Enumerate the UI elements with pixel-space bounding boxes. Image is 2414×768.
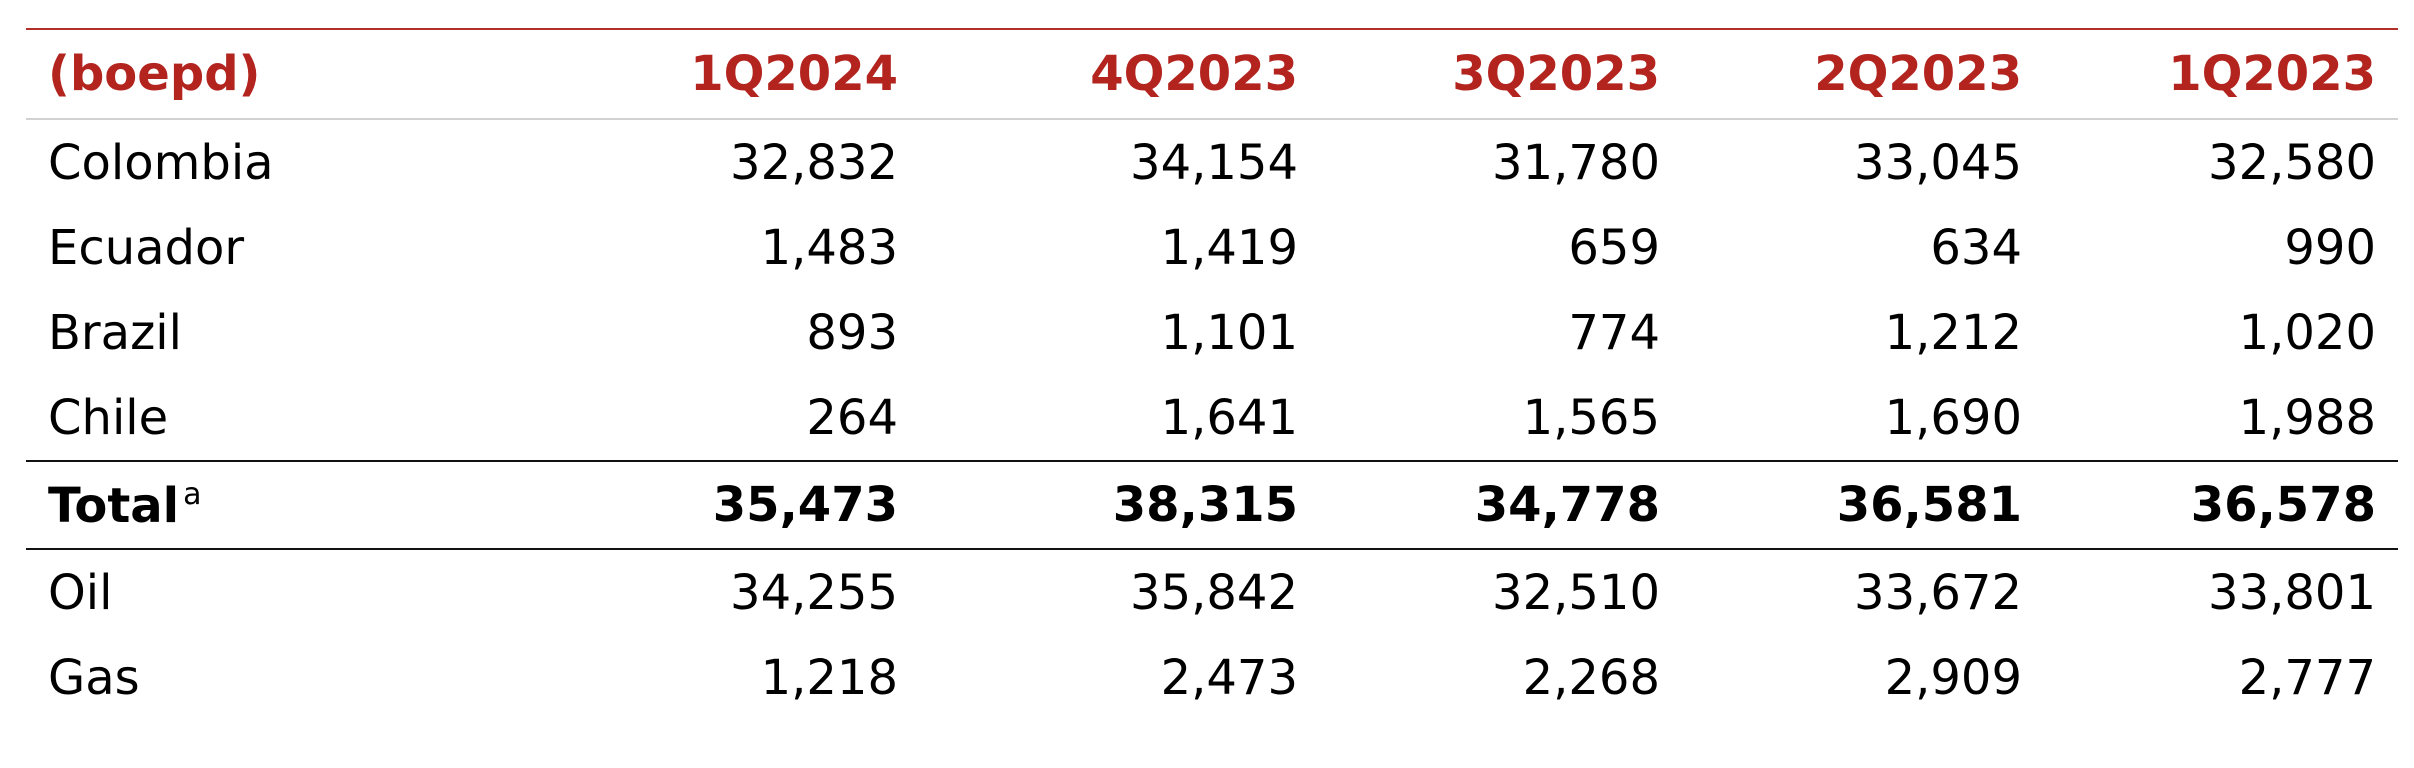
cell-value: 35,842: [1130, 564, 1298, 621]
cell-value: 1,565: [1522, 389, 1660, 446]
cell-value: 990: [2284, 219, 2376, 276]
table-row-chile: Chile 264 1,641 1,565 1,690 1,988: [26, 375, 2398, 461]
cell-value: 893: [806, 304, 898, 361]
cell-value: 634: [1930, 219, 2022, 276]
cell-value: 32,510: [1492, 564, 1660, 621]
unit-header: (boepd): [48, 46, 261, 102]
cell-value: 1,212: [1884, 304, 2022, 361]
cell-value: 1,020: [2238, 304, 2376, 361]
cell-value: 32,580: [2208, 134, 2376, 191]
cell-value: 659: [1568, 219, 1660, 276]
cell-value: 1,101: [1160, 304, 1298, 361]
total-value: 36,578: [2190, 477, 2376, 533]
cell-value: 774: [1568, 304, 1660, 361]
total-value: 38,315: [1112, 477, 1298, 533]
cell-value: 32,832: [730, 134, 898, 191]
table-row-brazil: Brazil 893 1,101 774 1,212 1,020: [26, 290, 2398, 375]
row-label: Brazil: [48, 304, 182, 361]
total-footnote-marker: a: [183, 476, 202, 512]
total-label-cell: Total a: [26, 461, 396, 549]
cell-value: 33,801: [2208, 564, 2376, 621]
cell-value: 31,780: [1492, 134, 1660, 191]
cell-value: 1,218: [760, 649, 898, 706]
column-header-2q2023: 2Q2023: [1814, 46, 2022, 102]
row-label: Ecuador: [48, 219, 245, 276]
table-row-total: Total a 35,473 38,315 34,778 36,581 36,57…: [26, 461, 2398, 549]
table-row-ecuador: Ecuador 1,483 1,419 659 634 990: [26, 205, 2398, 290]
table-row-oil: Oil 34,255 35,842 32,510 33,672 33,801: [26, 549, 2398, 635]
table-row-gas: Gas 1,218 2,473 2,268 2,909 2,777: [26, 635, 2398, 720]
cell-value: 33,672: [1854, 564, 2022, 621]
cell-value: 1,641: [1160, 389, 1298, 446]
row-label: Gas: [48, 649, 140, 706]
column-header-1q2023: 1Q2023: [2168, 46, 2376, 102]
cell-value: 34,255: [730, 564, 898, 621]
cell-value: 1,988: [2238, 389, 2376, 446]
total-value: 34,778: [1474, 477, 1660, 533]
column-header-1q2024: 1Q2024: [690, 46, 898, 102]
header-row: (boepd) 1Q2024 4Q2023 3Q2023 2Q2023 1Q20…: [26, 29, 2398, 119]
row-label: Oil: [48, 564, 113, 621]
row-label: Chile: [48, 389, 169, 446]
cell-value: 264: [806, 389, 898, 446]
cell-value: 1,690: [1884, 389, 2022, 446]
cell-value: 1,419: [1160, 219, 1298, 276]
table-row-colombia: Colombia 32,832 34,154 31,780 33,045 32,…: [26, 119, 2398, 205]
total-value: 35,473: [712, 477, 898, 533]
cell-value: 2,473: [1160, 649, 1298, 706]
production-table: (boepd) 1Q2024 4Q2023 3Q2023 2Q2023 1Q20…: [26, 28, 2398, 720]
cell-value: 34,154: [1130, 134, 1298, 191]
column-header-3q2023: 3Q2023: [1452, 46, 1660, 102]
total-value: 36,581: [1836, 477, 2022, 533]
total-label: Total: [48, 477, 180, 534]
row-label: Colombia: [48, 134, 274, 191]
cell-value: 33,045: [1854, 134, 2022, 191]
production-table-container: (boepd) 1Q2024 4Q2023 3Q2023 2Q2023 1Q20…: [26, 28, 2398, 720]
cell-value: 1,483: [760, 219, 898, 276]
cell-value: 2,268: [1522, 649, 1660, 706]
cell-value: 2,909: [1884, 649, 2022, 706]
cell-value: 2,777: [2238, 649, 2376, 706]
column-header-4q2023: 4Q2023: [1090, 46, 1298, 102]
